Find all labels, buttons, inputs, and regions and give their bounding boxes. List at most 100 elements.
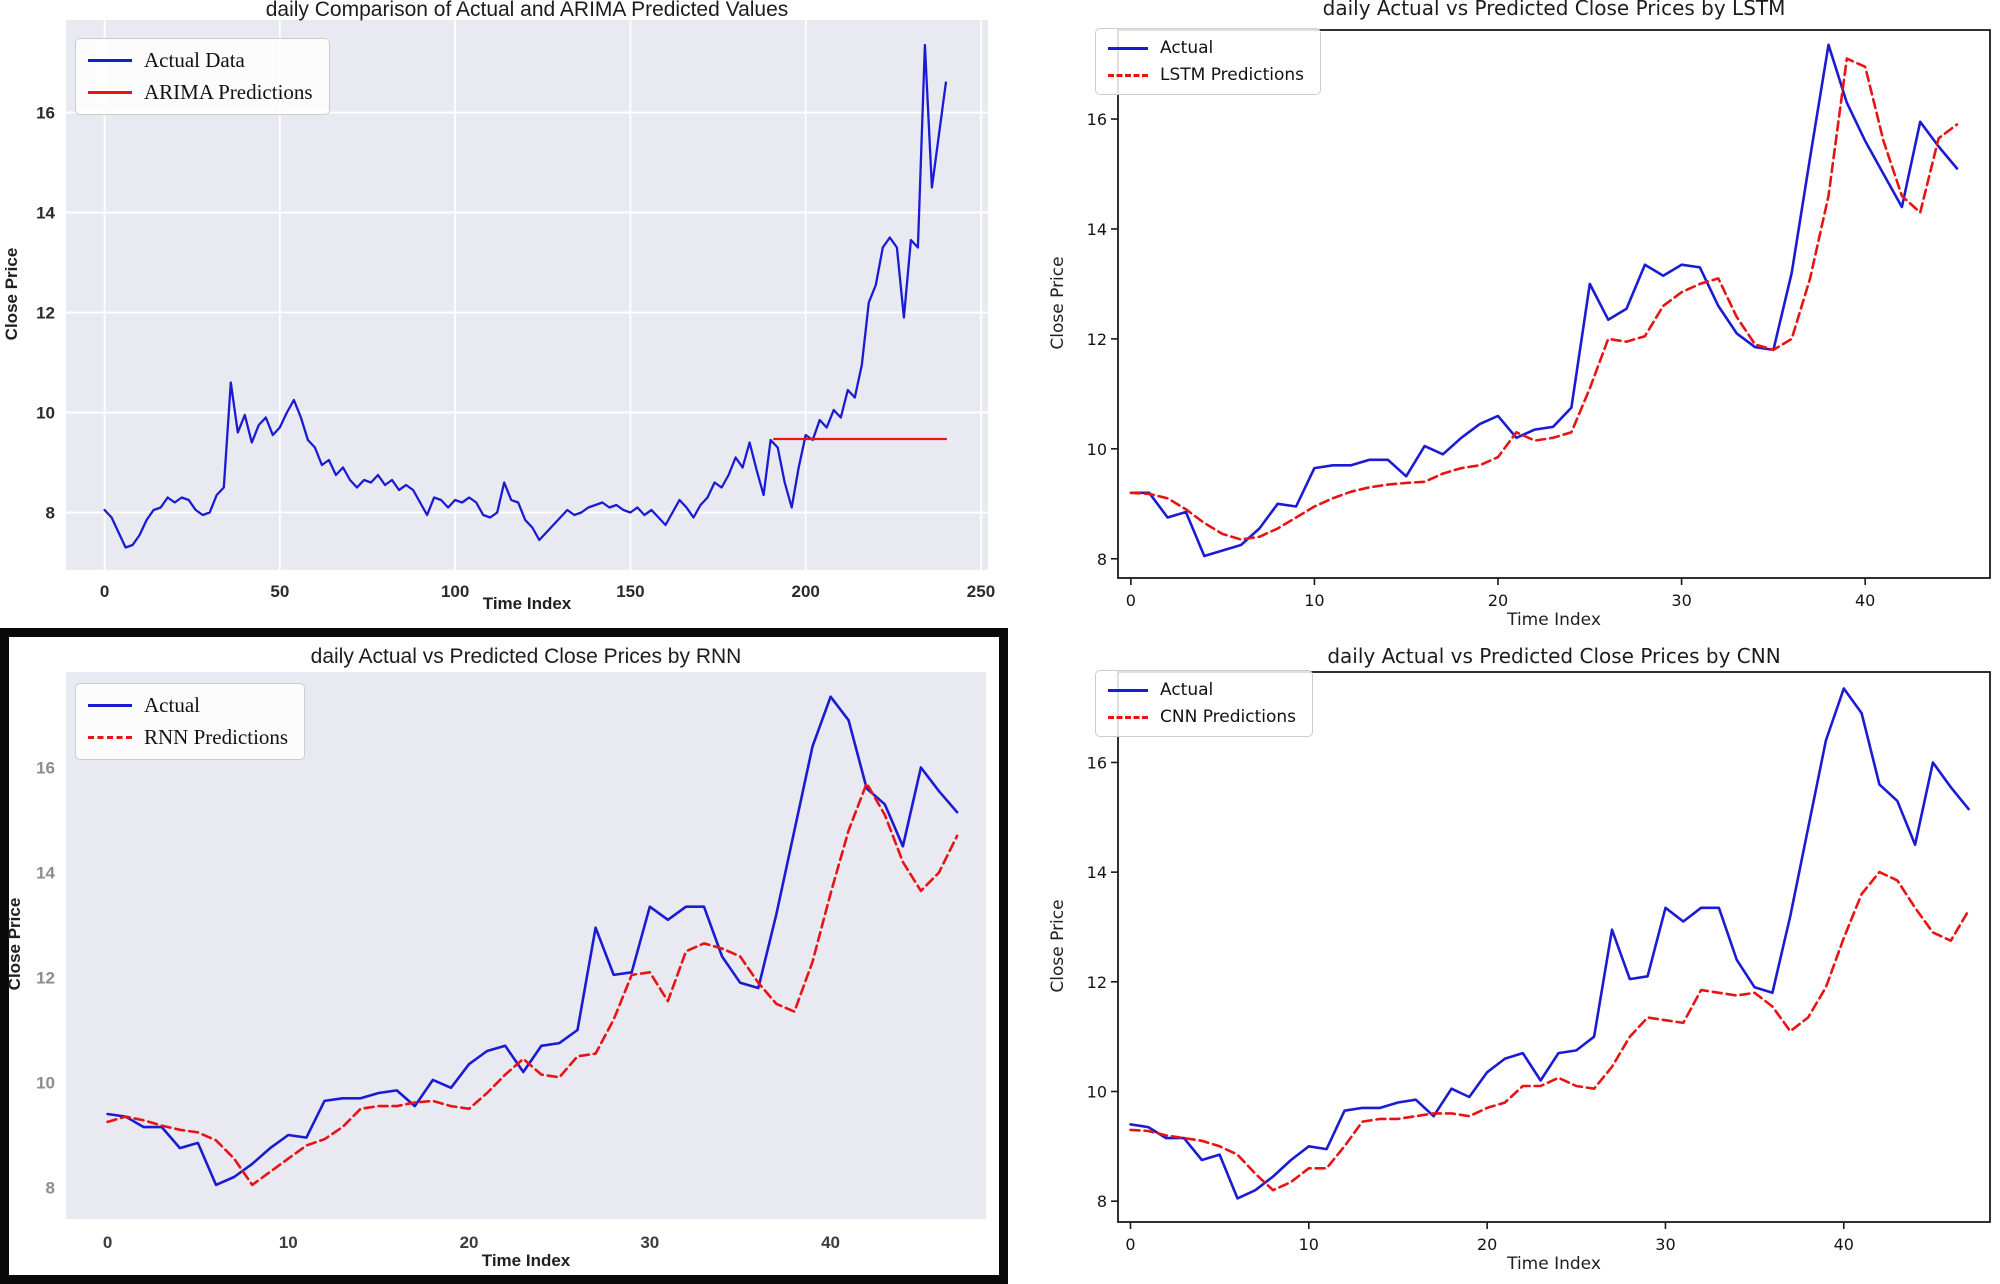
y-tick-label: 10 [1087, 1082, 1107, 1101]
x-tick-label: 30 [640, 1233, 659, 1252]
x-tick-label: 200 [792, 582, 820, 601]
chart-lstm: 0 10 20 30 40 8 10 12 14 16 daily Actual vs Predi… [1040, 0, 2000, 640]
x-tick-label: 250 [967, 582, 995, 601]
x-tick-label: 0 [100, 582, 109, 601]
legend-entry: RNN Predictions [88, 725, 288, 750]
legend: Actual CNN Predictions [1095, 670, 1314, 737]
x-tick-label: 0 [103, 1233, 112, 1252]
x-tick-label: 50 [270, 582, 289, 601]
legend-label: Actual Data [144, 48, 245, 72]
legend: Actual Data ARIMA Predictions [75, 38, 330, 115]
legend-line-sample [88, 91, 132, 94]
chart-rnn-highlighted: 0 10 20 30 40 8 10 12 14 16 daily Actual vs Predi… [0, 628, 1008, 1284]
x-tick-label: 0 [1126, 591, 1136, 610]
chart-cnn: 0 10 20 30 40 8 10 12 14 16 daily Actual vs Predi… [1040, 640, 2000, 1284]
legend-line-sample [1108, 46, 1148, 50]
plot-area-lstm: 0 10 20 30 40 8 10 12 14 16 [1087, 29, 1991, 610]
legend-line-sample [1108, 715, 1148, 719]
y-tick-label: 8 [46, 504, 55, 523]
x-tick-label: 40 [1834, 1235, 1854, 1254]
legend-label: Actual [1160, 38, 1214, 58]
legend-label: LSTM Predictions [1160, 65, 1305, 85]
y-tick-label: 16 [36, 104, 55, 123]
legend-line-sample [88, 704, 132, 707]
x-tick-label: 20 [1488, 591, 1508, 610]
y-tick-label: 14 [1087, 220, 1107, 239]
legend-entry: Actual Data [88, 48, 313, 73]
series-line-rnn-predictions [106, 782, 959, 1187]
plot-area-rnn: 0 10 20 30 40 8 10 12 14 16 [36, 672, 986, 1252]
x-tick-label: 20 [1477, 1235, 1497, 1254]
legend-entry: Actual [1108, 38, 1304, 58]
series-line-actual [1129, 687, 1970, 1200]
x-tick-label: 10 [279, 1233, 298, 1252]
chart-arima: 0 50 100 150 200 250 8 10 12 14 16 daily Compariso… [0, 0, 1010, 640]
y-tick-label: 16 [1087, 110, 1107, 129]
x-tick-label: 10 [1299, 1235, 1319, 1254]
series-line-actual [1129, 43, 1959, 558]
chart-title: daily Actual vs Predicted Close Prices b… [310, 645, 742, 668]
y-axis-label: Close Price [1048, 899, 1068, 993]
y-axis-label: Close Price [2, 247, 21, 341]
x-axis-label: Time Index [481, 1251, 571, 1270]
x-tick-label: 100 [441, 582, 469, 601]
y-tick-label: 14 [1087, 863, 1107, 882]
legend-line-sample [88, 59, 132, 62]
legend-entry: Actual [88, 693, 288, 718]
legend: Actual LSTM Predictions [1095, 28, 1322, 95]
legend: Actual RNN Predictions [75, 683, 306, 760]
y-tick-label: 12 [36, 969, 55, 988]
y-tick-label: 16 [1087, 753, 1107, 772]
x-tick-label: 0 [1125, 1235, 1135, 1254]
legend-entry: Actual [1108, 680, 1296, 700]
x-axis-label: Time Index [482, 594, 572, 613]
y-tick-label: 8 [1097, 1192, 1107, 1211]
legend-line-sample [88, 736, 132, 739]
legend-label: Actual [144, 693, 200, 717]
chart-title: daily Actual vs Predicted Close Prices b… [1327, 644, 1781, 668]
chart-title: daily Comparison of Actual and ARIMA Pre… [265, 0, 789, 21]
x-tick-label: 20 [460, 1233, 479, 1252]
x-tick-label: 40 [821, 1233, 840, 1252]
series-line-cnn-predictions [1129, 870, 1970, 1192]
y-axis-label: Close Price [5, 897, 24, 991]
plot-area-cnn: 0 10 20 30 40 8 10 12 14 16 [1087, 671, 1991, 1254]
x-tick-label: 150 [616, 582, 644, 601]
x-axis-label: Time Index [1507, 1254, 1601, 1274]
legend-label: ARIMA Predictions [144, 80, 313, 104]
x-tick-label: 30 [1655, 1235, 1675, 1254]
legend-label: CNN Predictions [1160, 707, 1297, 727]
y-tick-label: 8 [1097, 550, 1107, 569]
y-tick-label: 10 [36, 404, 55, 423]
legend-entry: LSTM Predictions [1108, 65, 1304, 85]
plot-panel [1118, 672, 1990, 1222]
chart-title: daily Actual vs Predicted Close Prices b… [1322, 0, 1786, 20]
axes-spines [1117, 671, 1991, 1223]
legend-line-sample [1108, 73, 1148, 77]
y-tick-label: 14 [36, 864, 55, 883]
y-tick-label: 12 [1087, 330, 1107, 349]
legend-label: Actual [1160, 680, 1214, 700]
series-line-actual [106, 695, 959, 1187]
plot-panel [66, 672, 986, 1219]
x-tick-label: 10 [1304, 591, 1324, 610]
y-tick-label: 12 [36, 304, 55, 323]
x-tick-label: 40 [1855, 591, 1875, 610]
legend-entry: ARIMA Predictions [88, 80, 313, 105]
y-tick-label: 10 [36, 1074, 55, 1093]
plot-panel [1118, 30, 1990, 578]
x-tick-label: 30 [1671, 591, 1691, 610]
y-tick-label: 16 [36, 759, 55, 778]
y-tick-label: 8 [46, 1179, 55, 1198]
y-tick-label: 10 [1087, 440, 1107, 459]
x-axis-label: Time Index [1507, 610, 1601, 630]
y-tick-label: 14 [36, 204, 55, 223]
legend-entry: CNN Predictions [1108, 707, 1296, 727]
y-tick-label: 12 [1087, 973, 1107, 992]
series-line-actual-data [103, 43, 948, 549]
y-axis-label: Close Price [1048, 256, 1068, 350]
legend-label: RNN Predictions [144, 725, 289, 749]
legend-line-sample [1108, 688, 1148, 692]
axes-spines [1117, 29, 1991, 579]
